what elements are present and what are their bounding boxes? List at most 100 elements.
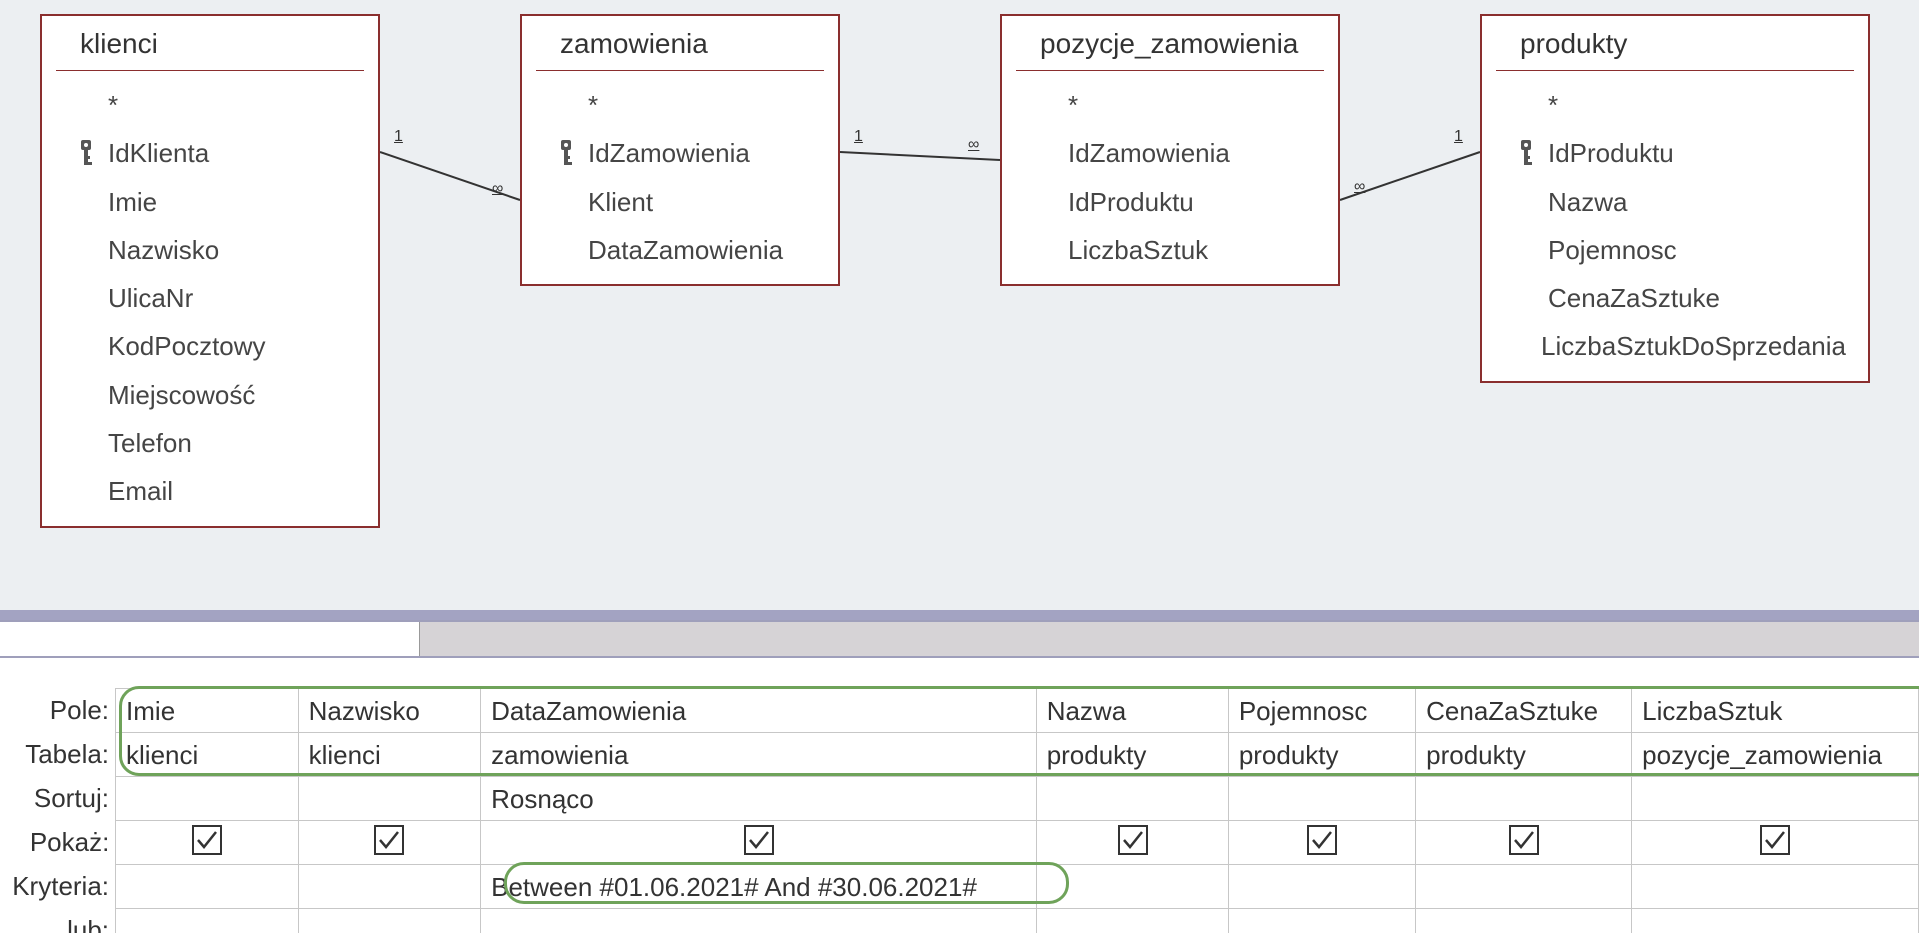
grid-cell[interactable]: [115, 864, 298, 908]
field-list: *IdKlientaImieNazwiskoUlicaNrKodPocztowy…: [42, 81, 378, 516]
grid-cell[interactable]: DataZamowienia: [480, 688, 1036, 732]
show-checkbox[interactable]: [744, 825, 774, 855]
grid-cell[interactable]: [115, 908, 298, 933]
primary-key-icon: [64, 140, 108, 166]
table-field[interactable]: IdZamowienia: [536, 129, 824, 177]
grid-cell[interactable]: Imie: [115, 688, 298, 732]
scroll-track[interactable]: [420, 622, 1919, 656]
field-name: *: [1548, 85, 1846, 125]
table-box-pozycje-zamowienia[interactable]: pozycje_zamowienia *IdZamowienia IdProduk…: [1000, 14, 1340, 286]
table-field[interactable]: *: [1496, 81, 1854, 129]
table-field[interactable]: Pojemnosc: [1496, 226, 1854, 274]
grid-cell[interactable]: [298, 908, 481, 933]
grid-cell[interactable]: CenaZaSztuke: [1415, 688, 1631, 732]
table-field[interactable]: DataZamowienia: [536, 226, 824, 274]
table-title: klienci: [56, 22, 364, 71]
grid-cell[interactable]: [115, 776, 298, 820]
grid-cell[interactable]: Nazwisko: [298, 688, 481, 732]
table-field[interactable]: *: [536, 81, 824, 129]
grid-cell[interactable]: [1415, 776, 1631, 820]
relationship-diagram-pane[interactable]: klienci *IdKlientaImieNazwiskoUlicaNrKod…: [0, 0, 1919, 610]
table-box-klienci[interactable]: klienci *IdKlientaImieNazwiskoUlicaNrKod…: [40, 14, 380, 528]
field-name: LiczbaSztuk: [1068, 230, 1316, 270]
field-name: IdProduktu: [1548, 133, 1846, 173]
grid-cell[interactable]: [298, 776, 481, 820]
table-field[interactable]: Email: [56, 467, 364, 515]
grid-cell[interactable]: zamowienia: [480, 732, 1036, 776]
table-field[interactable]: UlicaNr: [56, 274, 364, 322]
field-name: IdProduktu: [1068, 182, 1316, 222]
grid-cell[interactable]: [1631, 776, 1919, 820]
grid-cell[interactable]: [1228, 864, 1415, 908]
grid-cell[interactable]: [1228, 776, 1415, 820]
grid-cell[interactable]: LiczbaSztuk: [1631, 688, 1919, 732]
grid-cell[interactable]: [115, 820, 297, 864]
table-field[interactable]: KodPocztowy: [56, 322, 364, 370]
primary-key-icon: [1504, 140, 1548, 166]
grid-cell[interactable]: [1631, 864, 1919, 908]
field-name: Miejscowość: [108, 375, 356, 415]
grid-cell[interactable]: [1415, 864, 1631, 908]
table-field[interactable]: IdProduktu: [1016, 178, 1324, 226]
table-field[interactable]: *: [56, 81, 364, 129]
table-field[interactable]: IdProduktu: [1496, 129, 1854, 177]
field-name: Email: [108, 471, 356, 511]
table-field[interactable]: CenaZaSztuke: [1496, 274, 1854, 322]
grid-cell[interactable]: produkty: [1036, 732, 1228, 776]
grid-cell[interactable]: klienci: [115, 732, 298, 776]
table-field[interactable]: Telefon: [56, 419, 364, 467]
table-field[interactable]: LiczbaSztukDoSprzedania: [1496, 322, 1854, 370]
field-name: Telefon: [108, 423, 356, 463]
table-field[interactable]: *: [1016, 81, 1324, 129]
field-list: *IdZamowieniaKlientDataZamowienia: [522, 81, 838, 274]
grid-cell[interactable]: [1036, 776, 1228, 820]
table-field[interactable]: Nazwisko: [56, 226, 364, 274]
query-design-grid[interactable]: Pole: Imie Nazwisko DataZamowienia Nazwa…: [0, 658, 1919, 933]
show-checkbox[interactable]: [1760, 825, 1790, 855]
grid-cell[interactable]: [298, 864, 481, 908]
grid-cell[interactable]: [1415, 908, 1631, 933]
scroll-left-blank: [0, 622, 420, 656]
field-name: Nazwisko: [108, 230, 356, 270]
table-field[interactable]: Nazwa: [1496, 178, 1854, 226]
show-checkbox[interactable]: [374, 825, 404, 855]
row-label-show: Pokaż:: [0, 820, 115, 864]
grid-cell[interactable]: Nazwa: [1036, 688, 1228, 732]
show-checkbox[interactable]: [1307, 825, 1337, 855]
table-field[interactable]: IdZamowienia: [1016, 129, 1324, 177]
table-field[interactable]: IdKlienta: [56, 129, 364, 177]
table-box-zamowienia[interactable]: zamowienia *IdZamowieniaKlientDataZamowi…: [520, 14, 840, 286]
field-name: Nazwa: [1548, 182, 1846, 222]
show-checkbox[interactable]: [192, 825, 222, 855]
show-checkbox[interactable]: [1118, 825, 1148, 855]
grid-row-criteria: Kryteria: Between #01.06.2021# And #30.0…: [0, 864, 1919, 908]
grid-cell[interactable]: [1631, 908, 1919, 933]
grid-cell[interactable]: [480, 908, 1036, 933]
grid-cell[interactable]: Between #01.06.2021# And #30.06.2021#: [480, 864, 1036, 908]
table-title: pozycje_zamowienia: [1016, 22, 1324, 71]
grid-cell[interactable]: [1415, 820, 1631, 864]
grid-cell[interactable]: [480, 820, 1036, 864]
grid-cell[interactable]: klienci: [298, 732, 481, 776]
grid-cell[interactable]: [1036, 864, 1228, 908]
table-box-produkty[interactable]: produkty *IdProduktuNazwaPojemnoscCenaZa…: [1480, 14, 1870, 383]
grid-cell[interactable]: [1228, 820, 1415, 864]
grid-cell[interactable]: [1631, 820, 1919, 864]
cardinality-label: ∞: [1354, 178, 1365, 196]
table-field[interactable]: Imie: [56, 178, 364, 226]
show-checkbox[interactable]: [1509, 825, 1539, 855]
grid-cell[interactable]: [298, 820, 480, 864]
pane-splitter[interactable]: [0, 610, 1919, 620]
table-field[interactable]: Miejscowość: [56, 371, 364, 419]
grid-cell[interactable]: pozycje_zamowienia: [1631, 732, 1919, 776]
table-field[interactable]: Klient: [536, 178, 824, 226]
grid-cell[interactable]: Pojemnosc: [1228, 688, 1415, 732]
grid-cell[interactable]: [1228, 908, 1415, 933]
horizontal-scrollbar-strip: [0, 620, 1919, 658]
table-field[interactable]: LiczbaSztuk: [1016, 226, 1324, 274]
grid-cell[interactable]: produkty: [1415, 732, 1631, 776]
grid-cell[interactable]: Rosnąco: [480, 776, 1036, 820]
grid-cell[interactable]: [1036, 908, 1228, 933]
grid-cell[interactable]: [1036, 820, 1228, 864]
grid-cell[interactable]: produkty: [1228, 732, 1415, 776]
